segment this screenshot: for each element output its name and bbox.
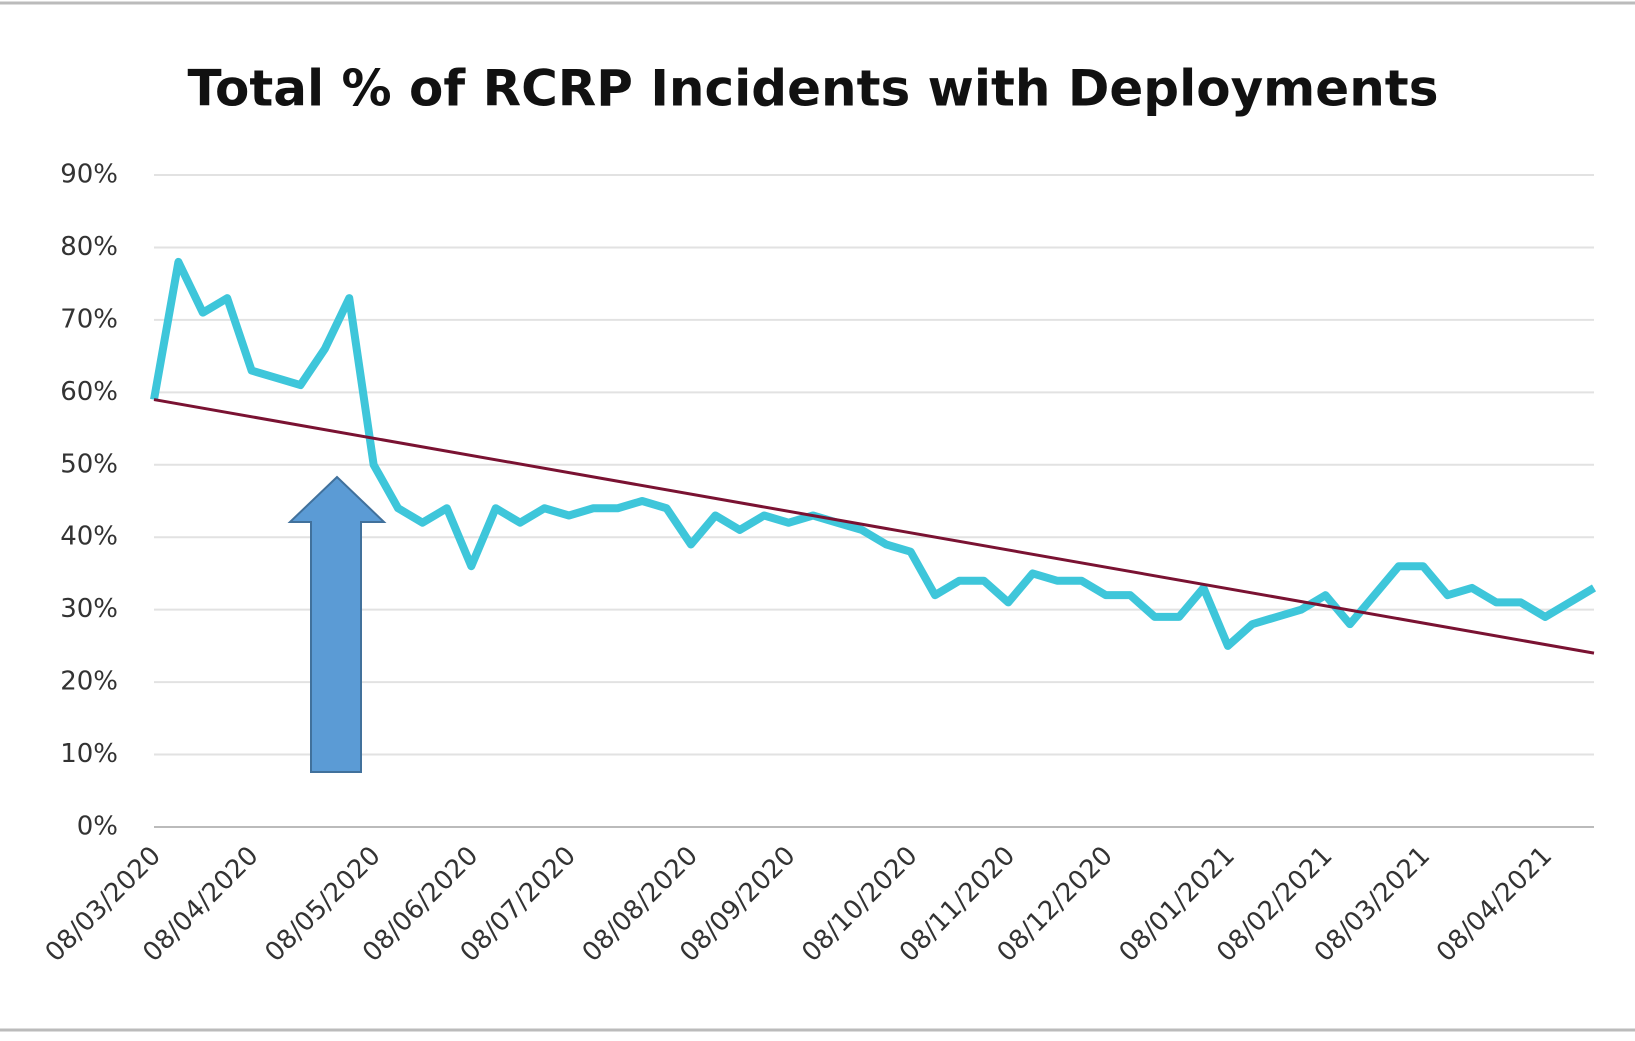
trend-line xyxy=(153,398,1595,655)
y-tick-label: 40% xyxy=(60,522,118,552)
chart-title: Total % of RCRP Incidents with Deploymen… xyxy=(188,60,1439,118)
y-tick-label: 90% xyxy=(60,160,118,190)
y-tick-label: 50% xyxy=(60,449,118,479)
data-line xyxy=(150,257,1597,650)
arrow xyxy=(287,475,387,773)
plot xyxy=(150,257,1597,655)
y-tick-label: 70% xyxy=(60,304,118,334)
y-tick-label: 80% xyxy=(60,232,118,262)
y-tick-label: 0% xyxy=(77,812,118,842)
y-tick-label: 30% xyxy=(60,594,118,624)
y-tick-label: 10% xyxy=(60,739,118,769)
y-tick-label: 20% xyxy=(60,667,118,697)
y-tick-label: 60% xyxy=(60,377,118,407)
